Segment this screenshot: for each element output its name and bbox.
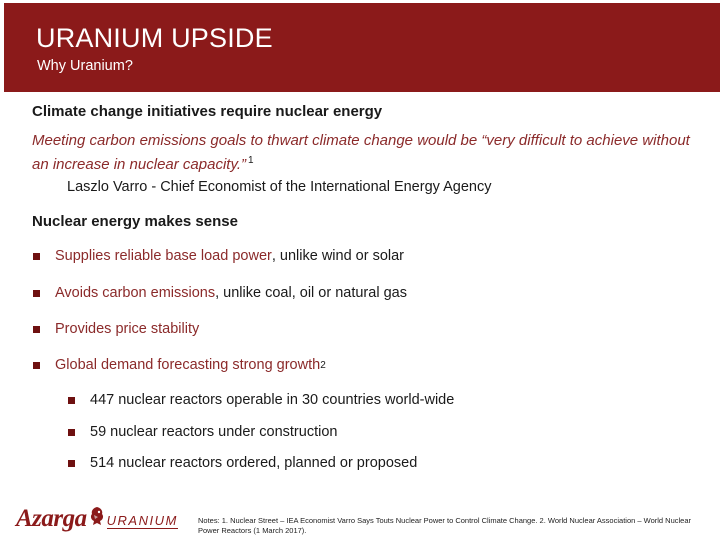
sub-bullet-text: 514 nuclear reactors ordered, planned or…: [90, 455, 418, 471]
quote-text: Meeting carbon emissions goals to thwart…: [32, 132, 690, 173]
slide-subtitle: Why Uranium?: [37, 58, 133, 74]
bullet-highlight: Supplies reliable base load power: [55, 248, 272, 264]
bullet-square-icon: [33, 289, 40, 297]
sub-bullet-text: 447 nuclear reactors operable in 30 coun…: [90, 392, 455, 408]
bullet-square-icon: [33, 361, 40, 369]
quote: Meeting carbon emissions goals to thwart…: [32, 131, 702, 175]
logo-name: Azarga: [16, 505, 87, 532]
dragon-icon: [89, 506, 105, 531]
bullet-highlight: Provides price stability: [55, 321, 200, 337]
bullet-footnote-ref: 2: [320, 359, 326, 371]
bullet-square-icon: [33, 325, 40, 333]
logo-suffix: URANIUM: [106, 513, 178, 529]
slide-header: URANIUM UPSIDE Why Uranium?: [4, 3, 720, 92]
quote-footnote-ref: 1: [248, 155, 254, 166]
bullet-item: Supplies reliable base load power, unlik…: [33, 248, 404, 264]
bullet-item: Global demand forecasting strong growth 2: [33, 357, 326, 373]
bullet-rest: , unlike wind or solar: [271, 248, 405, 264]
footnotes: Notes: 1. Nuclear Street – IEA Economist…: [198, 516, 691, 535]
sub-bullet-item: 59 nuclear reactors under construction: [68, 424, 337, 440]
sub-bullet-text: 59 nuclear reactors under construction: [90, 424, 338, 440]
bullet-item: Avoids carbon emissions, unlike coal, oi…: [33, 285, 407, 301]
quote-author: Laszlo Varro - Chief Economist of the In…: [67, 179, 492, 195]
company-logo: Azarga URANIUM: [16, 505, 178, 533]
slide-title: URANIUM UPSIDE: [36, 23, 273, 53]
section-heading-climate: Climate change initiatives require nucle…: [32, 103, 383, 120]
bullet-highlight: Avoids carbon emissions: [55, 285, 216, 301]
sub-bullet-item: 447 nuclear reactors operable in 30 coun…: [68, 392, 454, 408]
section-heading-nuclear: Nuclear energy makes sense: [32, 213, 238, 230]
bullet-rest: , unlike coal, oil or natural gas: [215, 285, 407, 301]
bullet-square-icon: [68, 396, 75, 404]
bullet-highlight: Global demand forecasting strong growth: [55, 357, 321, 373]
bullet-square-icon: [33, 252, 40, 260]
bullet-item: Provides price stability: [33, 321, 199, 337]
bullet-square-icon: [68, 428, 75, 436]
sub-bullet-item: 514 nuclear reactors ordered, planned or…: [68, 455, 417, 471]
bullet-square-icon: [68, 459, 75, 467]
